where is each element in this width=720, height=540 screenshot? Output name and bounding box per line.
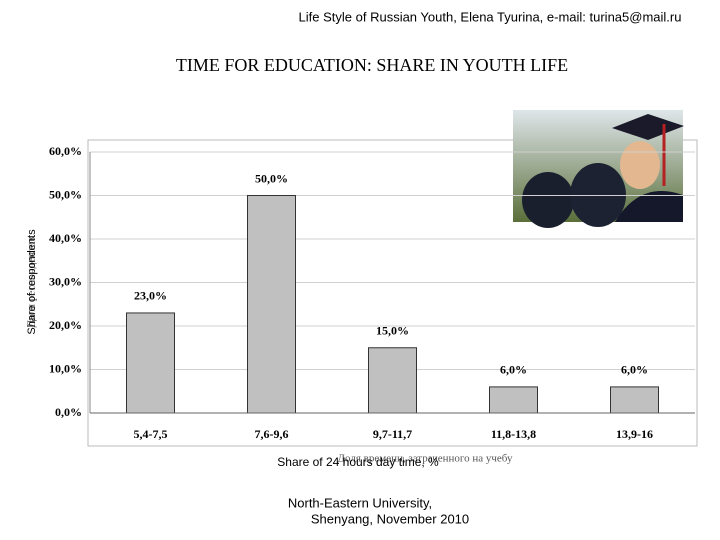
- y-tick-label: 60,0%: [49, 144, 82, 158]
- y-tick-label: 20,0%: [49, 318, 82, 332]
- value-label: 6,0%: [621, 363, 648, 377]
- y-tick-label: 10,0%: [49, 361, 82, 375]
- y-tick-label: 50,0%: [49, 187, 82, 201]
- x-tick-label: 11,8-13,8: [491, 427, 536, 441]
- bar: [489, 386, 538, 414]
- header: Life Style of Russian Youth, Elena Tyuri…: [299, 9, 682, 24]
- footer: North-Eastern University,: [288, 495, 432, 510]
- value-label: 23,0%: [134, 289, 167, 303]
- value-label: 6,0%: [500, 363, 527, 377]
- x-tick-label: 13,9-16: [616, 427, 653, 441]
- value-label: 15,0%: [376, 324, 409, 338]
- photo: [513, 110, 684, 228]
- x-tick-label: 9,7-11,7: [373, 427, 412, 441]
- value-label: 50,0%: [255, 171, 288, 185]
- chart-title: TIME FOR EDUCATION: SHARE IN YOUTH LIFE: [176, 55, 568, 75]
- y-axis-label-ru: Доля респондентов: [26, 237, 38, 328]
- bar: [126, 312, 175, 414]
- bar: [368, 347, 417, 414]
- y-tick-label: 0,0%: [55, 405, 82, 419]
- x-tick-label: 7,6-9,6: [255, 427, 289, 441]
- x-axis-label: Share of 24 hours day time, %: [277, 455, 439, 469]
- x-tick-label: 5,4-7,5: [134, 427, 168, 441]
- x-axis-label-ru: Доля времени, затраченного на учебу: [338, 453, 513, 465]
- y-tick-label: 30,0%: [49, 274, 82, 288]
- y-tick-label: 40,0%: [49, 231, 82, 245]
- bar: [247, 195, 296, 414]
- y-axis-label: Share of respondents: [26, 229, 38, 335]
- footer: Shenyang, November 2010: [311, 511, 469, 526]
- bar: [610, 386, 659, 414]
